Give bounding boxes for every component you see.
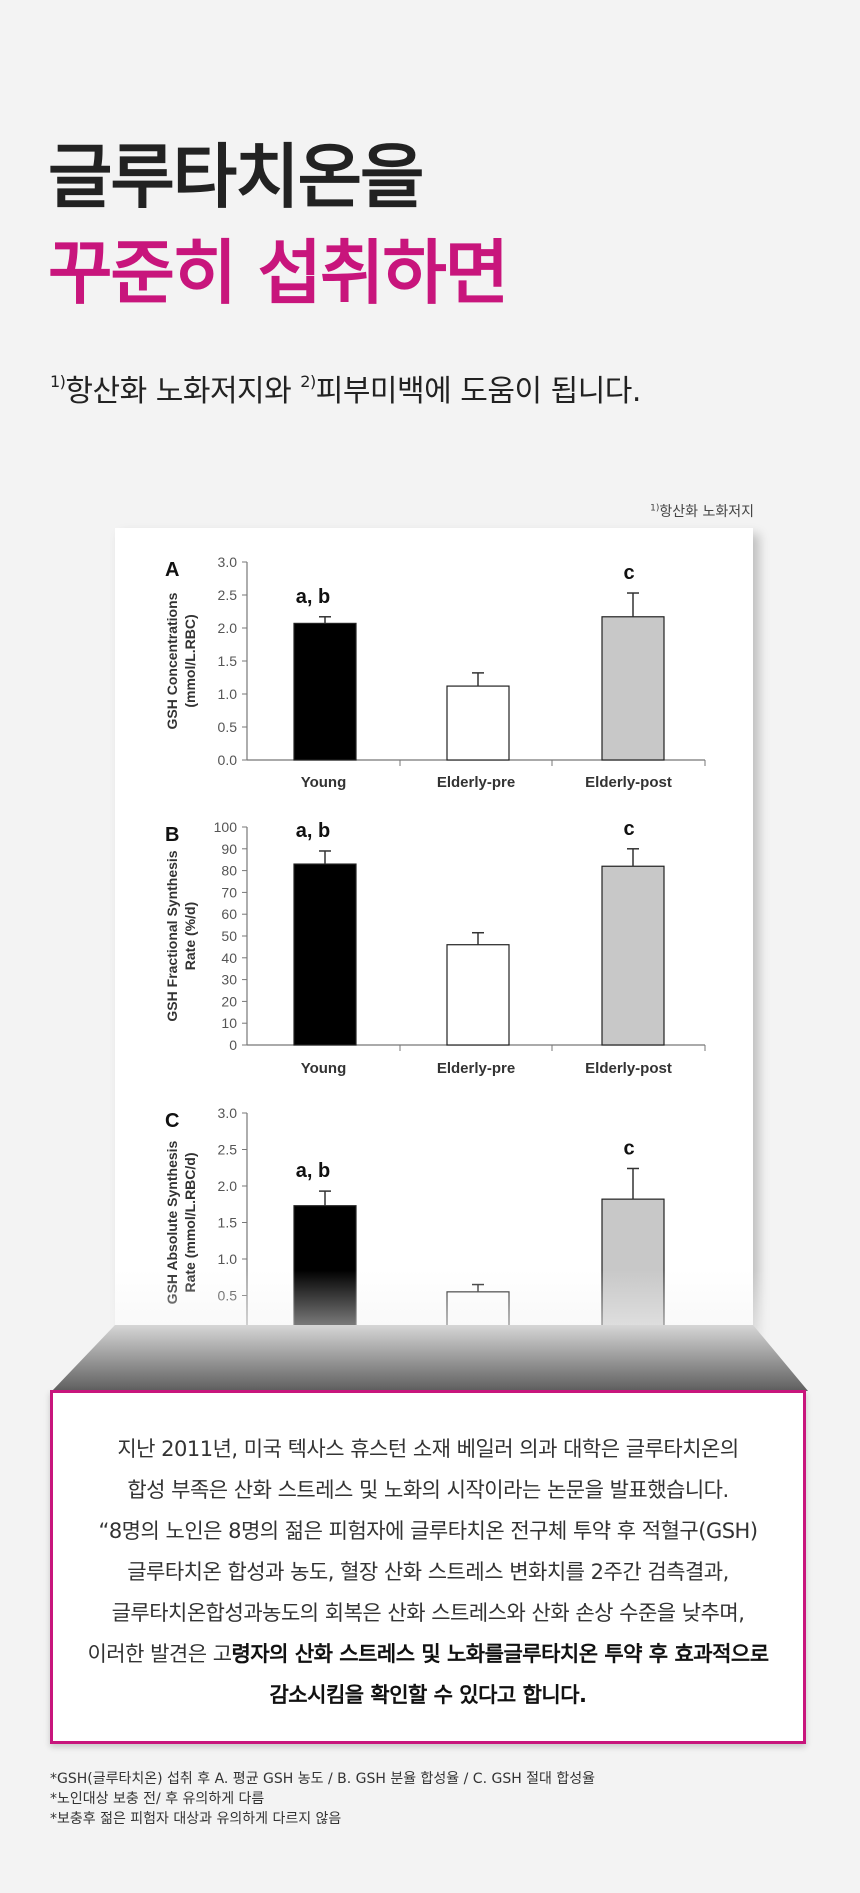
category-label: Young (301, 774, 347, 791)
bar-b-0 (293, 863, 357, 1046)
y-axis-label: Rate (mmol/L.RBC/d) (182, 1153, 198, 1293)
y-tick-label: 0 (229, 1037, 237, 1053)
y-tick-label: 80 (221, 863, 237, 879)
y-tick-label: 50 (221, 928, 237, 944)
significance-label: a, b (296, 586, 330, 608)
corner-note: 1)항산화 노화저지 (650, 501, 754, 521)
category-label: Elderly-post (585, 774, 672, 791)
y-tick-label: 20 (221, 993, 237, 1009)
significance-label: a, b (296, 820, 330, 842)
category-label: Elderly-pre (437, 1060, 515, 1077)
summary-box: 지난 2011년, 미국 텍사스 휴스턴 소재 베일러 의과 대학은 글루타치온… (50, 1390, 806, 1744)
y-tick-label: 0.5 (218, 719, 238, 735)
footnote-2: *노인대상 보충 전/ 후 유의하게 다름 (50, 1791, 265, 1807)
summary-line-6-plain: 이러한 발견은 고 (87, 1642, 232, 1666)
y-tick-label: 100 (214, 819, 238, 835)
summary-line-4: 글루타치온 합성과 농도, 혈장 산화 스트레스 변화치를 2주간 검측결과, (127, 1560, 729, 1584)
bar-b-2 (601, 865, 665, 1046)
category-label: Elderly-post (585, 1060, 672, 1077)
chart-figure: A 0.0 0.5 1.0 1.5 2.0 2.5 3.0 GSH Concentrations… (164, 554, 706, 1364)
significance-label: c (623, 818, 634, 840)
y-tick-label: 60 (221, 906, 237, 922)
subtitle-ref-2: 2) (300, 372, 316, 391)
significance-label: c (623, 1137, 634, 1159)
y-tick-label: 40 (221, 950, 237, 966)
subtitle-ref-1: 1) (50, 372, 66, 391)
footnotes: *GSH(글루타치온) 섭취 후 A. 평균 GSH 농도 / B. GSH 분… (50, 1769, 595, 1829)
subtitle-text-2: 피부미백에 도움이 됩니다. (315, 374, 642, 409)
y-tick-label: 2.0 (218, 620, 238, 636)
summary-line-3: “8명의 노인은 8명의 젊은 피험자에 글루타치온 전구체 투약 후 적혈구(… (98, 1519, 758, 1543)
subtitle-text-1: 항산화 노화저지와 (65, 374, 301, 409)
y-tick-label: 70 (221, 884, 237, 900)
title-line-2: 꾸준히 섭취하면 (48, 232, 509, 314)
category-label: Young (301, 1060, 347, 1077)
bar-a-1 (446, 685, 510, 761)
y-tick-label: 3.0 (218, 1105, 238, 1121)
y-tick-label: 1.0 (218, 686, 238, 702)
y-tick-label: 2.5 (218, 1142, 238, 1158)
y-axis-label: GSH Fractional Synthesis (164, 850, 180, 1021)
summary-line-5: 글루타치온합성과농도의 회복은 산화 스트레스와 산화 손상 수준을 낮추며, (111, 1601, 745, 1625)
bar-a-2 (601, 616, 665, 761)
panel-letter: A (165, 559, 179, 581)
y-tick-label: 1.5 (218, 653, 238, 669)
title-line-1: 글루타치온을 (48, 136, 424, 218)
y-axis-label: GSH Concentrations (164, 592, 180, 729)
corner-note-text: 항산화 노화저지 (659, 504, 754, 520)
y-tick-label: 0.0 (218, 752, 238, 768)
significance-label: c (623, 562, 634, 584)
panel-letter: C (165, 1110, 179, 1132)
y-tick-label: 2.5 (218, 587, 238, 603)
summary-line-7-bold: 감소시킴을 확인할 수 있다고 합니다. (269, 1683, 587, 1707)
summary-line-6: 이러한 발견은 고령자의 산화 스트레스 및 노화를글루타치온 투약 후 효과적… (53, 1634, 803, 1675)
corner-note-ref: 1) (650, 503, 660, 514)
chart-panel-a: A 0.0 0.5 1.0 1.5 2.0 2.5 3.0 GSH Concentrations… (164, 554, 706, 791)
y-tick-label: 90 (221, 841, 237, 857)
subtitle: 1)항산화 노화저지와 2)피부미백에 도움이 됩니다. (50, 366, 641, 410)
y-axis-label: (mmol/L.RBC) (182, 614, 198, 707)
significance-label: a, b (296, 1160, 330, 1182)
summary-line-6-bold: 령자의 산화 스트레스 및 노화를글루타치온 투약 후 효과적으로 (231, 1642, 770, 1666)
y-axis-label: GSH Absolute Synthesis (164, 1140, 180, 1304)
y-tick-label: 30 (221, 972, 237, 988)
bar-b-1 (446, 944, 510, 1046)
y-tick-label: 10 (221, 1015, 237, 1031)
y-tick-label: 3.0 (218, 554, 238, 570)
summary-line-7: 감소시킴을 확인할 수 있다고 합니다. (53, 1675, 803, 1716)
y-tick-label: 1.0 (218, 1251, 238, 1267)
summary-line-2: 합성 부족은 산화 스트레스 및 노화의 시작이라는 논문을 발표했습니다. (127, 1478, 729, 1502)
y-axis-label: Rate (%/d) (182, 902, 198, 970)
category-label: Elderly-pre (437, 774, 515, 791)
footnote-1: *GSH(글루타치온) 섭취 후 A. 평균 GSH 농도 / B. GSH 분… (50, 1771, 596, 1787)
stage-platform (52, 1325, 808, 1391)
footnote-3: *보충후 젊은 피험자 대상과 유의하게 다르지 않음 (50, 1811, 342, 1827)
y-tick-label: 1.5 (218, 1215, 238, 1231)
panel-letter: B (165, 824, 179, 846)
bar-a-0 (293, 622, 357, 761)
chart-panel-b: B 0 10 20 30 40 50 60 70 80 90 100 GSH Fractional Sy… (164, 818, 706, 1077)
summary-line-1: 지난 2011년, 미국 텍사스 휴스턴 소재 베일러 의과 대학은 글루타치온… (117, 1437, 739, 1461)
y-tick-label: 2.0 (218, 1178, 238, 1194)
